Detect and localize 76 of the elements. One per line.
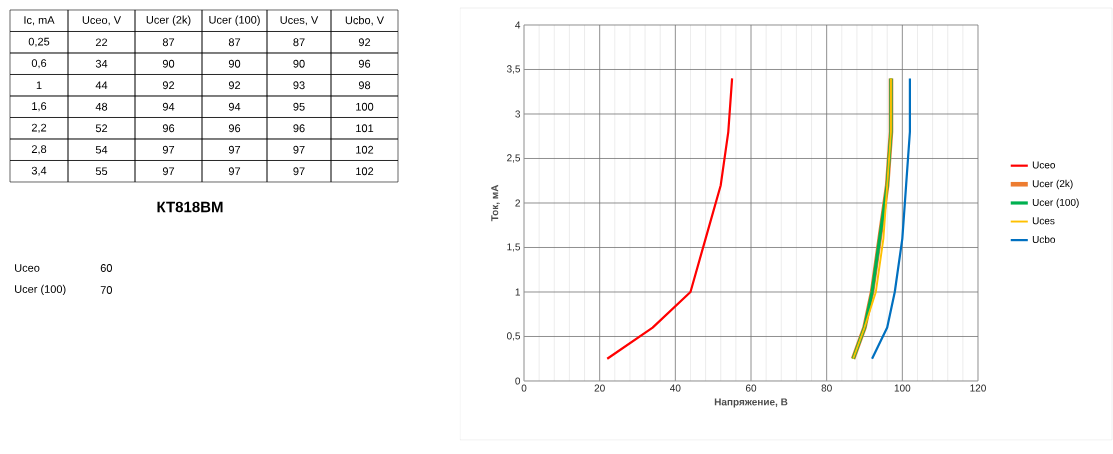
text: 96: [293, 124, 305, 133]
text: 60: [100, 264, 113, 272]
text: 94: [228, 102, 241, 111]
y-tick-label: 1: [515, 288, 520, 296]
text: 2,2: [31, 123, 47, 133]
text: Ucer (100): [209, 15, 260, 26]
text: Ucer (100): [15, 284, 66, 296]
text: 100: [356, 102, 374, 111]
text: 90: [228, 59, 241, 68]
y-tick-label: 3: [515, 110, 521, 118]
legend-label: Ucer (100): [1032, 198, 1079, 208]
text: 22: [95, 38, 108, 47]
x-axis-title: Напряжение, В: [714, 398, 788, 408]
text: 96: [228, 124, 241, 133]
x-tick-label: 60: [745, 384, 757, 392]
text: 0,25: [28, 37, 50, 47]
text: 92: [358, 38, 371, 47]
legend-label: Ucbo: [1032, 235, 1056, 244]
text: Ucbo, V: [345, 16, 384, 26]
text: КТ818ВМ: [157, 201, 223, 213]
text: 97: [228, 145, 241, 154]
text: 87: [228, 38, 241, 47]
legend-label: Uces: [1032, 217, 1055, 225]
text: 1: [36, 81, 42, 90]
text: 52: [95, 124, 108, 133]
text: 87: [162, 38, 175, 47]
text: 95: [293, 102, 305, 111]
text: 1,6: [32, 102, 47, 112]
legend-label: Uceo: [1032, 161, 1056, 169]
text: 96: [358, 59, 371, 68]
text: 93: [293, 81, 305, 90]
text: 97: [162, 145, 175, 154]
text: 44: [95, 81, 108, 90]
x-tick-label: 20: [594, 384, 605, 392]
text: Ucer (2k): [146, 15, 191, 26]
text: 96: [162, 124, 175, 133]
text: 97: [228, 167, 241, 176]
text: 90: [162, 59, 175, 68]
text: Uceo, V: [82, 16, 122, 26]
text: 90: [293, 59, 305, 68]
text: 101: [356, 124, 374, 133]
text: 87: [293, 38, 305, 47]
text: 0,6: [31, 59, 47, 69]
y-tick-label: 0,5: [506, 332, 521, 341]
text: 102: [356, 145, 374, 154]
y-tick-label: 2,5: [507, 154, 521, 163]
y-tick-label: 1,5: [507, 243, 521, 252]
x-tick-label: 120: [970, 384, 986, 392]
y-tick-label: 2: [515, 199, 520, 207]
x-tick-label: 40: [670, 384, 681, 392]
text: 97: [293, 145, 305, 154]
x-tick-label: 0: [521, 384, 527, 392]
text: 92: [162, 81, 175, 90]
text: 97: [293, 167, 305, 176]
text: 98: [358, 81, 371, 90]
text: Uces, V: [280, 16, 319, 26]
text: 34: [95, 59, 108, 68]
text: 92: [228, 81, 241, 90]
text: Ic, mA: [24, 16, 55, 26]
legend-label: Ucer (2k): [1032, 179, 1073, 190]
x-tick-label: 80: [821, 384, 832, 392]
text: 55: [95, 167, 108, 176]
x-tick-label: 100: [894, 384, 911, 392]
text: 54: [95, 145, 108, 154]
text: 102: [356, 167, 374, 176]
text: Uceo: [15, 264, 40, 272]
text: 97: [162, 167, 175, 176]
y-tick-label: 0: [515, 377, 521, 385]
text: 2,8: [31, 145, 47, 155]
y-tick-label: 3,5: [506, 65, 521, 74]
y-tick-label: 4: [515, 21, 521, 29]
text: 48: [95, 102, 108, 111]
y-axis-title: Ток, мА: [491, 184, 500, 222]
text: 94: [162, 102, 175, 111]
text: 3,4: [31, 166, 47, 176]
text: 70: [100, 286, 113, 294]
